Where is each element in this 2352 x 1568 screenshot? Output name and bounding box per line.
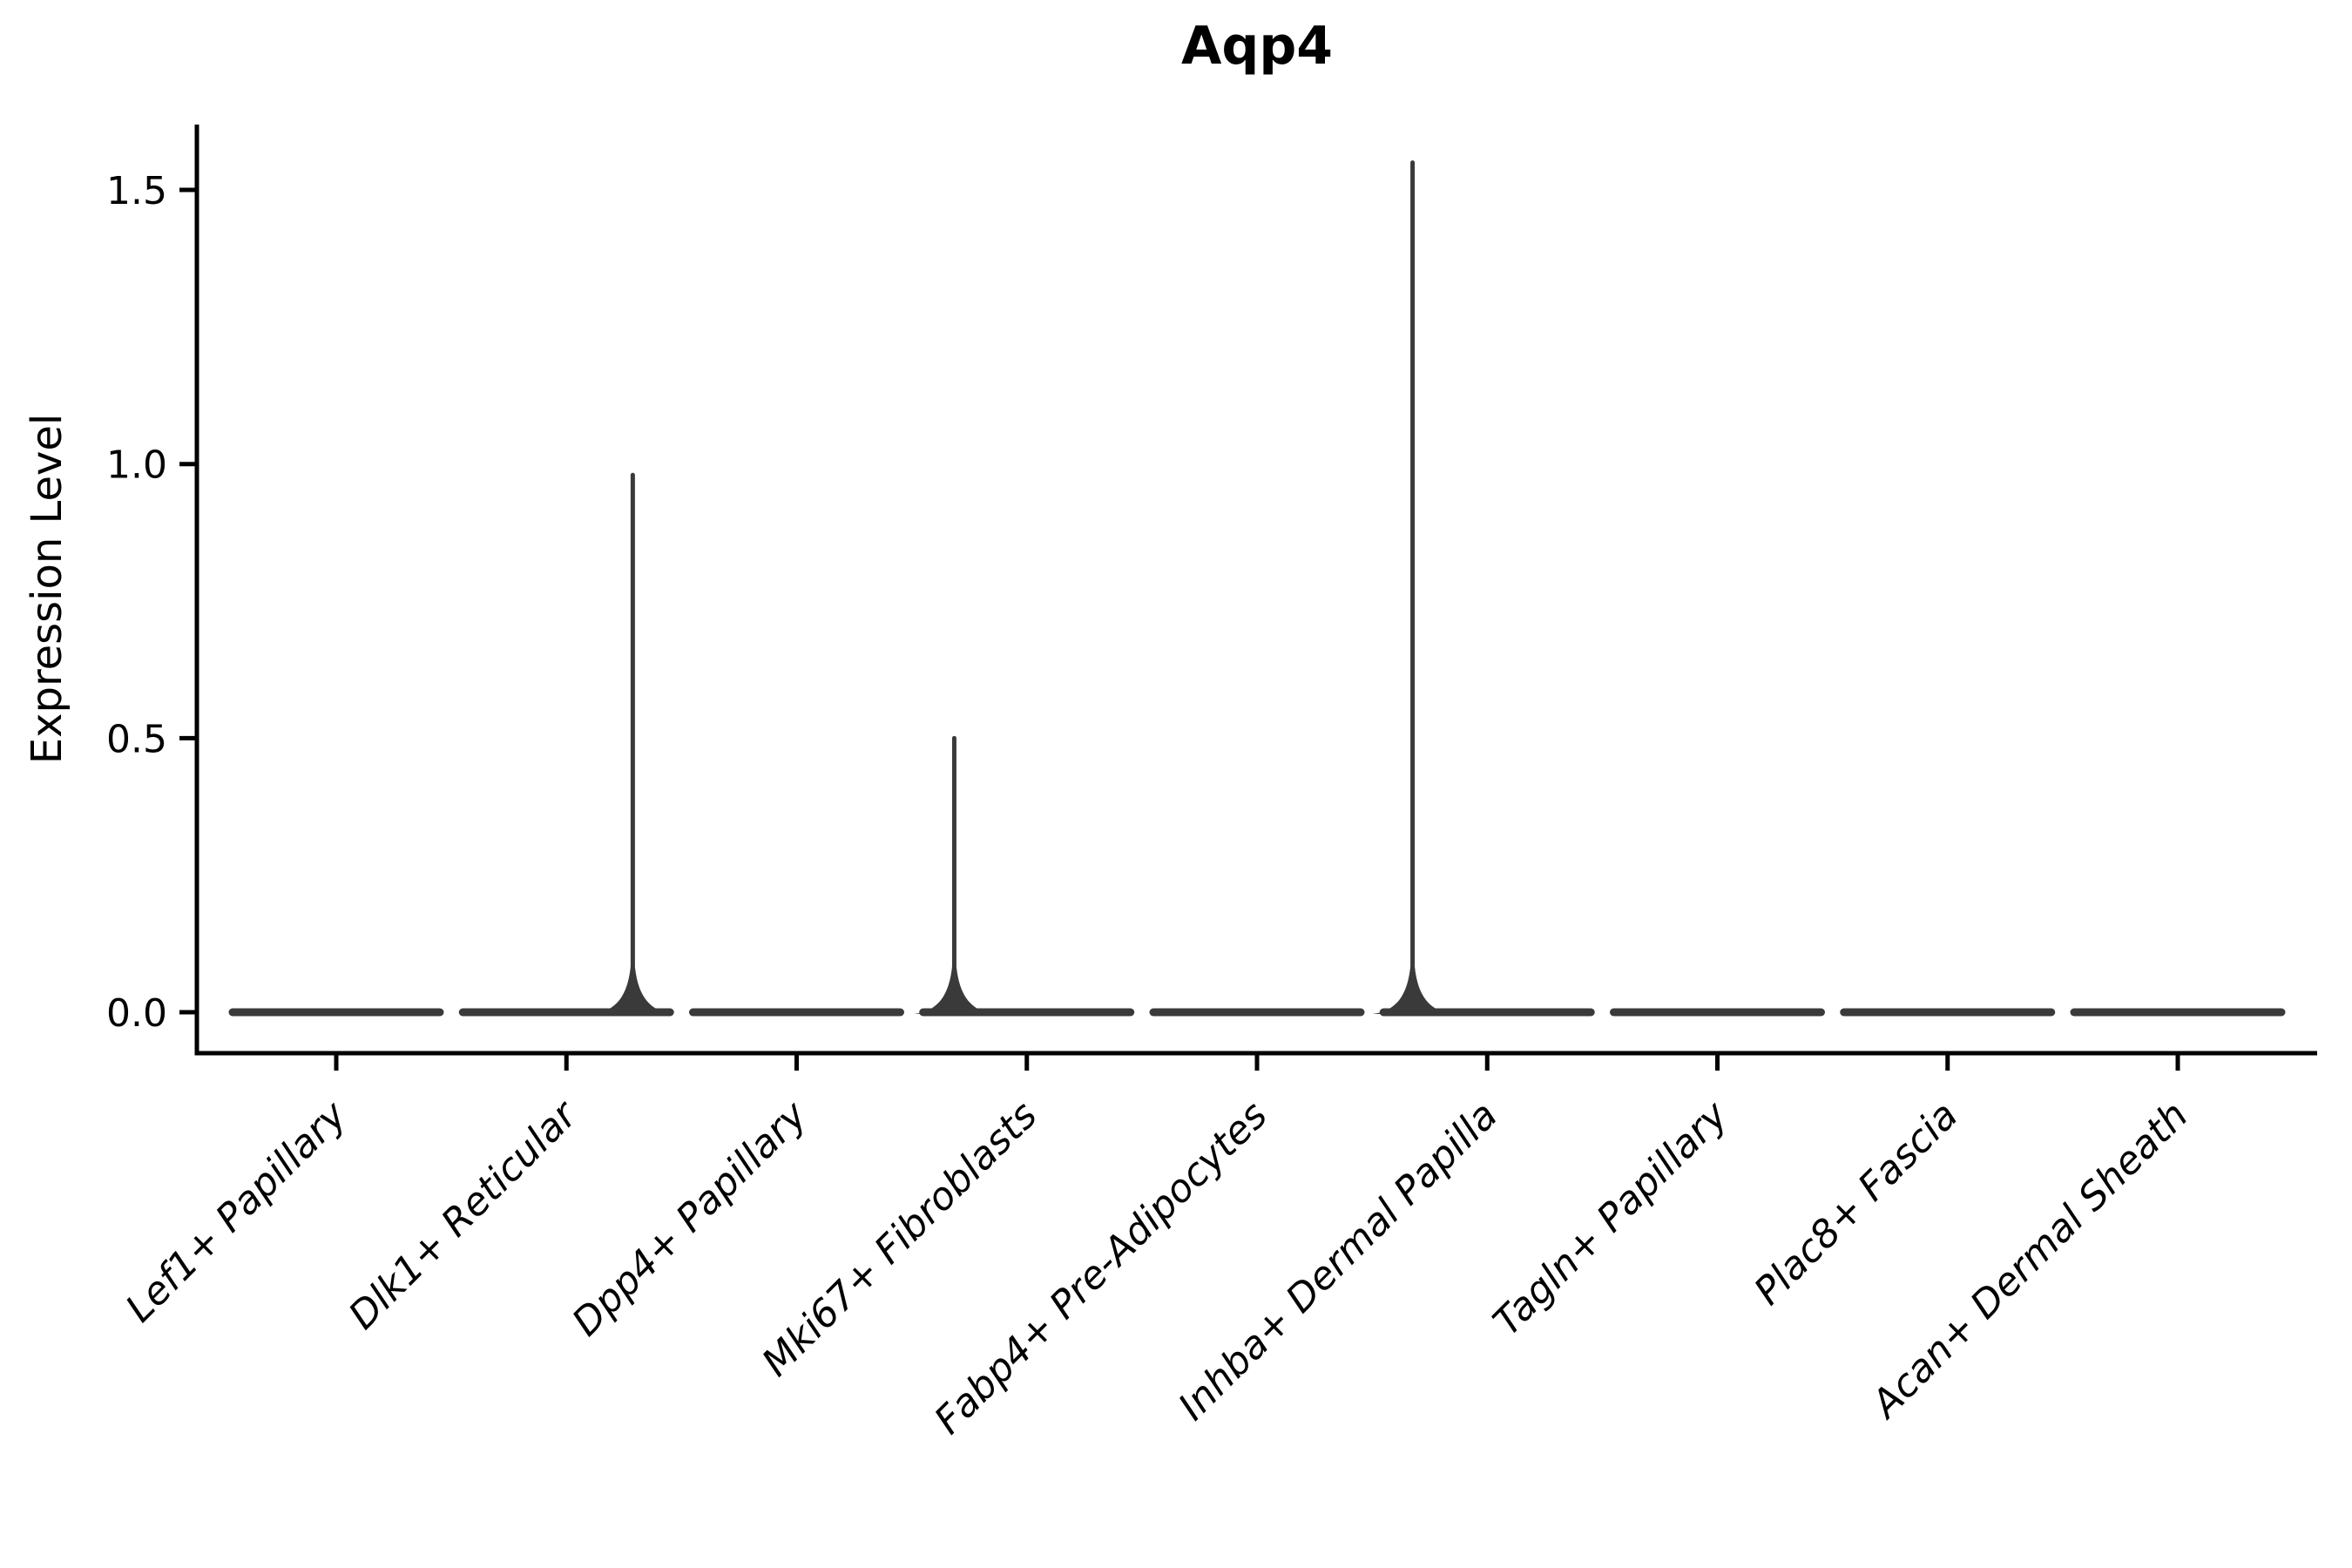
x-tick-label: Dlk1+ Reticular	[341, 1092, 587, 1338]
y-tick-label: 0.5	[106, 717, 167, 761]
x-tick-label: Tagln+ Papillary	[1485, 1092, 1737, 1344]
x-tick-label: Dpp4+ Papillary	[564, 1092, 816, 1345]
chart-title: Aqp4	[1180, 16, 1334, 77]
x-tick-label: Lef1+ Papillary	[118, 1092, 356, 1331]
y-tick-label: 1.0	[106, 443, 167, 488]
x-tick-label: Plac8+ Fascia	[1746, 1093, 1966, 1314]
y-tick-label: 0.0	[106, 991, 167, 1036]
y-tick-label: 1.5	[106, 169, 167, 213]
